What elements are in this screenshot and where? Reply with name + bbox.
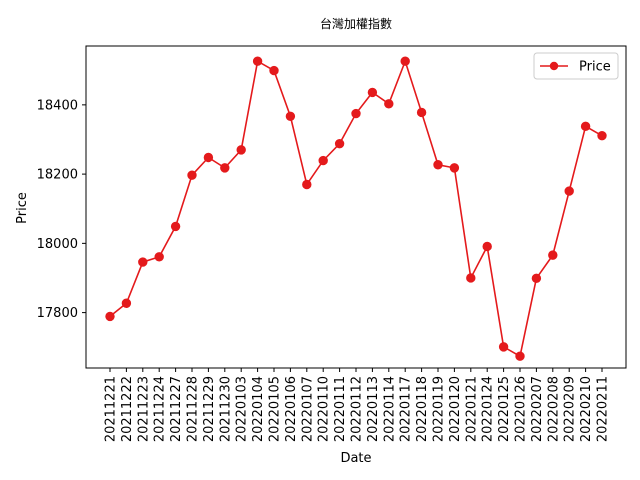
chart-title: 台灣加權指數 <box>320 16 392 31</box>
data-point <box>203 152 214 163</box>
y-tick-label: 17800 <box>37 306 78 321</box>
x-axis-label: Date <box>340 451 371 466</box>
x-tick-label: 20220121 <box>464 376 479 442</box>
y-tick-label: 18200 <box>37 168 78 183</box>
x-tick-label: 20220119 <box>432 376 447 442</box>
x-tick-label: 20220110 <box>317 376 332 442</box>
data-point <box>597 130 607 141</box>
data-point <box>351 108 361 119</box>
data-point <box>121 298 132 308</box>
data-point <box>548 250 558 260</box>
data-point <box>580 121 591 132</box>
data-point <box>433 160 443 170</box>
x-tick-label: 20220103 <box>235 376 250 442</box>
x-tick-label: 20220106 <box>284 376 299 442</box>
x-tick-label: 20211221 <box>104 376 119 442</box>
x-tick-label: 20211227 <box>169 376 184 442</box>
x-tick-label: 20220107 <box>300 376 315 442</box>
data-point <box>334 138 345 149</box>
x-tick-label: 20220117 <box>399 376 414 442</box>
legend: Price <box>533 52 619 80</box>
series-line-price <box>109 58 603 358</box>
plot-area <box>85 45 627 369</box>
x-tick-label: 20220125 <box>497 376 512 442</box>
data-point <box>170 221 181 232</box>
x-tick-label: 20220124 <box>481 376 496 442</box>
data-point <box>384 99 394 109</box>
x-tick-label: 20220104 <box>251 376 266 442</box>
x-tick-label: 20220211 <box>596 376 611 442</box>
x-tick-label: 20220207 <box>530 376 545 442</box>
data-point <box>285 111 296 121</box>
data-point <box>138 257 148 267</box>
data-point <box>302 179 312 190</box>
data-point <box>318 155 328 166</box>
data-point <box>482 241 492 252</box>
x-tick-label: 20220113 <box>366 376 381 442</box>
x-tick-label: 20220105 <box>268 376 283 442</box>
x-tick-label: 20220210 <box>579 376 594 442</box>
data-point <box>564 186 574 196</box>
legend-label: Price <box>579 60 611 75</box>
x-tick-label: 20220209 <box>563 376 578 442</box>
data-point <box>220 163 230 173</box>
x-tick-label: 20211224 <box>153 376 168 442</box>
x-axis: 20211221 20211222 20211223 20211224 20211227… <box>104 368 611 442</box>
y-axis: 17800 18000 18200 18400 <box>37 98 86 321</box>
y-tick-label: 18000 <box>37 237 78 252</box>
data-point <box>400 56 410 66</box>
data-point <box>531 273 542 284</box>
data-point <box>269 65 279 76</box>
data-point <box>187 170 197 180</box>
x-tick-label: 20211228 <box>186 376 201 442</box>
x-tick-label: 20220126 <box>514 376 529 442</box>
legend-marker <box>549 61 559 71</box>
data-point <box>466 273 476 283</box>
x-tick-label: 20211223 <box>136 376 151 442</box>
x-tick-label: 20220111 <box>333 376 348 442</box>
data-point <box>515 351 525 361</box>
x-tick-label: 20220118 <box>415 376 430 442</box>
data-point <box>416 107 427 118</box>
x-tick-label: 20220114 <box>382 376 397 442</box>
x-tick-label: 20211222 <box>120 376 135 442</box>
data-point <box>367 87 378 98</box>
plot-frame <box>85 45 627 369</box>
x-tick-label: 20220208 <box>546 376 561 442</box>
legend-box <box>533 52 619 80</box>
y-tick-label: 18400 <box>37 98 78 113</box>
data-point <box>498 342 509 352</box>
data-point <box>252 56 263 66</box>
x-tick-label: 20220112 <box>350 376 365 442</box>
data-point <box>105 311 115 322</box>
data-point <box>154 252 164 262</box>
x-tick-label: 20220120 <box>448 376 463 442</box>
data-point <box>236 145 246 155</box>
x-tick-label: 20211229 <box>202 376 217 442</box>
x-tick-label: 20211230 <box>218 376 233 442</box>
data-point <box>449 163 460 173</box>
y-axis-label: Price <box>15 192 30 224</box>
